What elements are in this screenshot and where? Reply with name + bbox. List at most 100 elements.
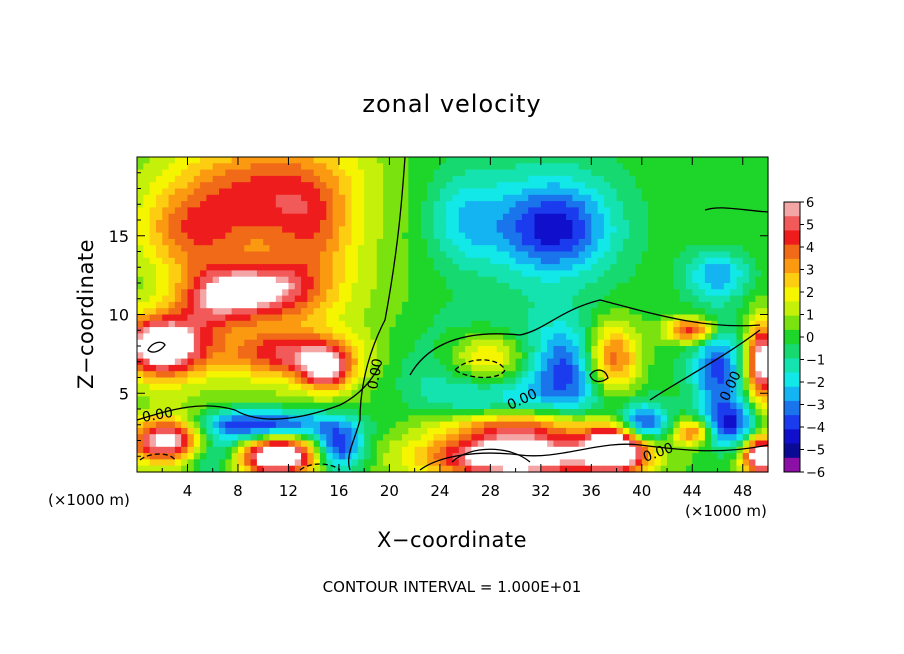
field-cell bbox=[282, 364, 290, 372]
field-cell bbox=[610, 276, 618, 284]
field-cell bbox=[275, 175, 283, 183]
field-cell bbox=[420, 421, 428, 429]
field-cell bbox=[578, 421, 586, 429]
field-cell bbox=[439, 308, 447, 316]
field-cell bbox=[692, 383, 700, 391]
field-cell bbox=[490, 175, 498, 183]
field-cell bbox=[742, 453, 750, 460]
field-cell bbox=[534, 283, 542, 290]
field-cell bbox=[717, 333, 725, 341]
field-cell bbox=[250, 409, 258, 416]
field-cell bbox=[326, 377, 334, 385]
field-cell bbox=[484, 352, 491, 360]
field-cell bbox=[755, 289, 763, 297]
field-cell bbox=[181, 276, 189, 284]
field-cell bbox=[673, 465, 681, 473]
field-cell bbox=[206, 421, 214, 429]
field-cell bbox=[502, 251, 510, 259]
field-cell bbox=[307, 283, 315, 290]
field-cell bbox=[395, 257, 403, 265]
field-cell bbox=[635, 409, 643, 416]
field-cell bbox=[673, 175, 681, 183]
field-cell bbox=[603, 320, 611, 328]
field-cell bbox=[521, 333, 529, 341]
field-cell bbox=[389, 289, 397, 297]
field-cell bbox=[648, 283, 656, 290]
field-cell bbox=[357, 163, 365, 171]
field-cell bbox=[269, 396, 277, 404]
field-cell bbox=[547, 409, 555, 416]
field-cell bbox=[496, 213, 504, 221]
field-cell bbox=[585, 434, 592, 442]
field-cell bbox=[641, 213, 649, 221]
field-cell bbox=[755, 409, 763, 416]
field-cell bbox=[717, 245, 725, 253]
field-cell bbox=[553, 276, 561, 284]
field-cell bbox=[559, 453, 567, 460]
field-cell bbox=[269, 371, 277, 379]
field-cell bbox=[610, 238, 618, 246]
field-cell bbox=[174, 427, 182, 435]
field-cell bbox=[471, 238, 479, 246]
field-cell bbox=[730, 238, 738, 246]
field-cell bbox=[566, 327, 573, 334]
field-cell bbox=[591, 446, 599, 454]
field-cell bbox=[749, 346, 756, 353]
field-cell bbox=[420, 390, 428, 397]
field-cell bbox=[660, 434, 668, 442]
field-cell bbox=[162, 327, 170, 334]
field-cell bbox=[370, 157, 378, 164]
field-cell bbox=[275, 427, 283, 435]
field-cell bbox=[540, 194, 548, 202]
field-cell bbox=[547, 251, 555, 259]
field-cell bbox=[288, 175, 296, 183]
field-cell bbox=[502, 213, 510, 221]
field-cell bbox=[471, 276, 479, 284]
field-cell bbox=[332, 320, 340, 328]
field-cell bbox=[433, 402, 441, 410]
field-cell bbox=[282, 232, 290, 240]
field-cell bbox=[528, 390, 536, 397]
field-cell bbox=[641, 251, 649, 259]
field-cell bbox=[326, 232, 334, 240]
field-cell bbox=[452, 333, 460, 341]
field-cell bbox=[585, 459, 592, 467]
field-cell bbox=[282, 257, 290, 265]
field-cell bbox=[622, 383, 630, 391]
field-cell bbox=[490, 446, 498, 454]
field-cell bbox=[616, 358, 624, 366]
field-cell bbox=[603, 308, 611, 316]
field-cell bbox=[383, 453, 390, 460]
field-cell bbox=[187, 415, 195, 423]
field-cell bbox=[395, 459, 403, 467]
field-cell bbox=[629, 232, 637, 240]
field-cell bbox=[427, 446, 435, 454]
field-cell bbox=[490, 201, 498, 208]
field-cell bbox=[578, 364, 586, 372]
field-cell bbox=[559, 421, 567, 429]
field-cell bbox=[534, 201, 542, 208]
field-cell bbox=[168, 220, 176, 227]
field-cell bbox=[698, 301, 706, 309]
field-cell bbox=[730, 440, 738, 448]
field-cell bbox=[351, 182, 359, 190]
field-cell bbox=[357, 182, 365, 190]
field-cell bbox=[200, 201, 208, 208]
field-cell bbox=[149, 238, 157, 246]
field-cell bbox=[351, 201, 359, 208]
field-cell bbox=[521, 308, 529, 316]
field-cell bbox=[389, 402, 397, 410]
field-cell bbox=[319, 163, 327, 171]
field-cell bbox=[742, 434, 750, 442]
field-cell bbox=[187, 308, 195, 316]
field-cell bbox=[427, 270, 435, 278]
field-cell bbox=[439, 213, 447, 221]
field-cell bbox=[622, 346, 630, 353]
field-cell bbox=[603, 283, 611, 290]
field-cell bbox=[559, 459, 567, 467]
field-cell bbox=[338, 163, 346, 171]
field-cell bbox=[408, 409, 416, 416]
field-cell bbox=[383, 364, 390, 372]
field-cell bbox=[509, 163, 517, 171]
field-cell bbox=[446, 289, 454, 297]
